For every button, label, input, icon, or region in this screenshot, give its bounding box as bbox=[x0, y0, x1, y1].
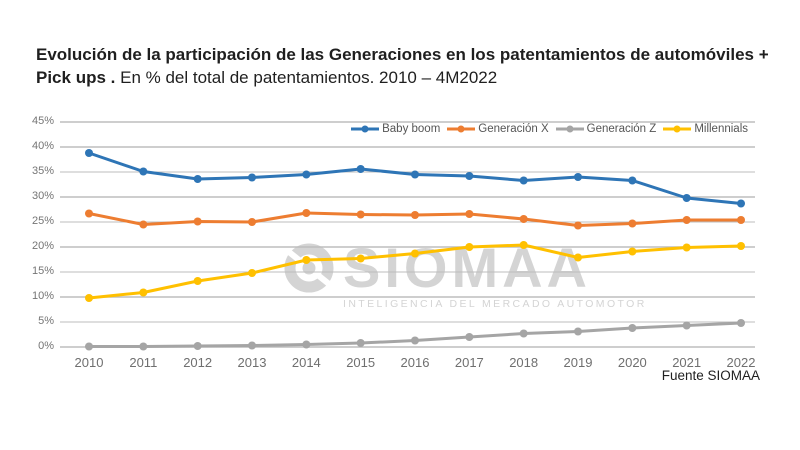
data-point-generaci-n-x-2014 bbox=[302, 209, 311, 217]
data-point-generaci-n-x-2011 bbox=[139, 220, 148, 229]
legend-item-generaci-n-x: Generación X bbox=[447, 123, 549, 135]
data-point-generaci-n-z-2016 bbox=[411, 336, 419, 345]
y-axis-label-35: 35% bbox=[31, 165, 54, 177]
data-point-generaci-n-x-2010 bbox=[85, 209, 93, 218]
y-axis-label-40: 40% bbox=[31, 140, 54, 152]
data-point-baby-boom-2017 bbox=[465, 172, 474, 180]
data-point-millennials-2012 bbox=[193, 277, 202, 285]
legend-label-generaci-n-x: Generación X bbox=[478, 123, 549, 135]
data-point-millennials-2017 bbox=[465, 243, 474, 251]
data-point-baby-boom-2016 bbox=[411, 170, 419, 179]
data-point-generaci-n-z-2021 bbox=[682, 321, 691, 330]
x-axis-label-2016: 2016 bbox=[400, 355, 430, 370]
data-point-millennials-2018 bbox=[519, 241, 528, 249]
data-point-baby-boom-2010 bbox=[85, 149, 93, 157]
data-point-generaci-n-x-2021 bbox=[682, 216, 691, 224]
data-point-generaci-n-x-2022 bbox=[737, 216, 745, 224]
x-axis-label-2020: 2020 bbox=[617, 355, 647, 370]
data-point-generaci-n-z-2020 bbox=[628, 324, 637, 332]
data-point-generaci-n-z-2014 bbox=[302, 340, 311, 349]
data-point-baby-boom-2015 bbox=[356, 165, 365, 173]
chart-title: Evolución de la participación de las Gen… bbox=[36, 44, 771, 90]
data-point-millennials-2013 bbox=[248, 269, 256, 277]
x-axis-label-2021: 2021 bbox=[672, 355, 702, 370]
data-point-generaci-n-z-2015 bbox=[356, 339, 365, 347]
y-axis-label-25: 25% bbox=[31, 215, 54, 227]
y-axis-label-20: 20% bbox=[31, 240, 54, 252]
data-point-baby-boom-2014 bbox=[302, 170, 311, 179]
legend-item-generaci-n-z: Generación Z bbox=[555, 123, 657, 135]
x-axis-label-2012: 2012 bbox=[183, 355, 213, 370]
data-point-generaci-n-z-2012 bbox=[193, 342, 202, 350]
data-point-millennials-2010 bbox=[85, 294, 93, 302]
x-axis-label-2015: 2015 bbox=[346, 355, 376, 370]
data-point-generaci-n-z-2011 bbox=[139, 342, 148, 351]
x-axis-label-2017: 2017 bbox=[454, 355, 484, 370]
chart-subtitle: En % del total de patentamientos. 2010 –… bbox=[120, 67, 498, 87]
data-point-generaci-n-z-2017 bbox=[465, 333, 474, 341]
legend-item-millennials: Millennials bbox=[663, 123, 748, 135]
x-axis-label-2018: 2018 bbox=[509, 355, 539, 370]
legend-marker-generaci-n-z bbox=[555, 125, 584, 133]
data-point-millennials-2011 bbox=[139, 288, 148, 297]
data-point-baby-boom-2019 bbox=[574, 173, 582, 181]
legend-marker-generaci-n-x bbox=[447, 125, 476, 133]
legend-item-baby-boom: Baby boom bbox=[351, 123, 440, 135]
data-point-generaci-n-z-2018 bbox=[519, 329, 528, 338]
data-point-generaci-n-z-2019 bbox=[574, 327, 582, 336]
data-point-generaci-n-x-2017 bbox=[465, 210, 474, 218]
source-note: Fuente SIOMAA bbox=[661, 368, 760, 383]
data-point-baby-boom-2020 bbox=[628, 176, 637, 185]
chart-title-bold: Evolución de la participación de las Gen… bbox=[36, 45, 769, 87]
y-axis-label-15: 15% bbox=[31, 265, 54, 277]
legend-marker-millennials bbox=[663, 125, 692, 133]
data-point-generaci-n-x-2013 bbox=[248, 218, 256, 226]
data-point-millennials-2019 bbox=[574, 253, 582, 262]
x-axis-label-2013: 2013 bbox=[237, 355, 267, 370]
data-point-millennials-2021 bbox=[682, 243, 691, 252]
data-point-baby-boom-2013 bbox=[248, 173, 256, 182]
data-point-generaci-n-z-2013 bbox=[248, 341, 256, 350]
data-point-generaci-n-z-2010 bbox=[85, 342, 93, 351]
data-point-millennials-2014 bbox=[302, 256, 311, 264]
data-point-baby-boom-2022 bbox=[737, 199, 745, 208]
y-axis-label-0: 0% bbox=[38, 340, 54, 352]
x-axis-label-2014: 2014 bbox=[291, 355, 321, 370]
legend-label-millennials: Millennials bbox=[694, 123, 748, 135]
data-point-baby-boom-2012 bbox=[193, 175, 202, 183]
y-axis-label-45: 45% bbox=[31, 115, 54, 127]
data-point-baby-boom-2021 bbox=[682, 194, 691, 202]
legend-marker-baby-boom bbox=[351, 125, 380, 133]
data-point-millennials-2015 bbox=[356, 254, 365, 263]
data-point-millennials-2020 bbox=[628, 247, 637, 256]
y-axis-label-30: 30% bbox=[31, 190, 54, 202]
data-point-generaci-n-x-2016 bbox=[411, 211, 419, 219]
data-point-baby-boom-2011 bbox=[139, 167, 148, 176]
y-axis-label-5: 5% bbox=[38, 315, 54, 327]
data-point-generaci-n-x-2012 bbox=[193, 217, 202, 226]
data-point-baby-boom-2018 bbox=[519, 176, 528, 185]
chart-legend: Baby boom Generación X Generación Z Millenn… bbox=[351, 123, 748, 135]
data-point-generaci-n-x-2015 bbox=[356, 210, 365, 219]
legend-label-generaci-n-z: Generación Z bbox=[586, 123, 657, 135]
data-point-millennials-2022 bbox=[737, 242, 745, 250]
data-point-generaci-n-x-2018 bbox=[519, 215, 528, 223]
data-point-generaci-n-x-2019 bbox=[574, 221, 582, 230]
x-axis-label-2010: 2010 bbox=[74, 355, 104, 370]
legend-label-baby-boom: Baby boom bbox=[382, 123, 441, 135]
x-axis-label-2022: 2022 bbox=[726, 355, 756, 370]
data-point-generaci-n-z-2022 bbox=[737, 319, 745, 327]
data-point-millennials-2016 bbox=[411, 249, 419, 258]
x-axis-label-2011: 2011 bbox=[129, 355, 158, 370]
x-axis-label-2019: 2019 bbox=[563, 355, 593, 370]
y-axis-label-10: 10% bbox=[31, 290, 54, 302]
data-point-generaci-n-x-2020 bbox=[628, 219, 637, 228]
